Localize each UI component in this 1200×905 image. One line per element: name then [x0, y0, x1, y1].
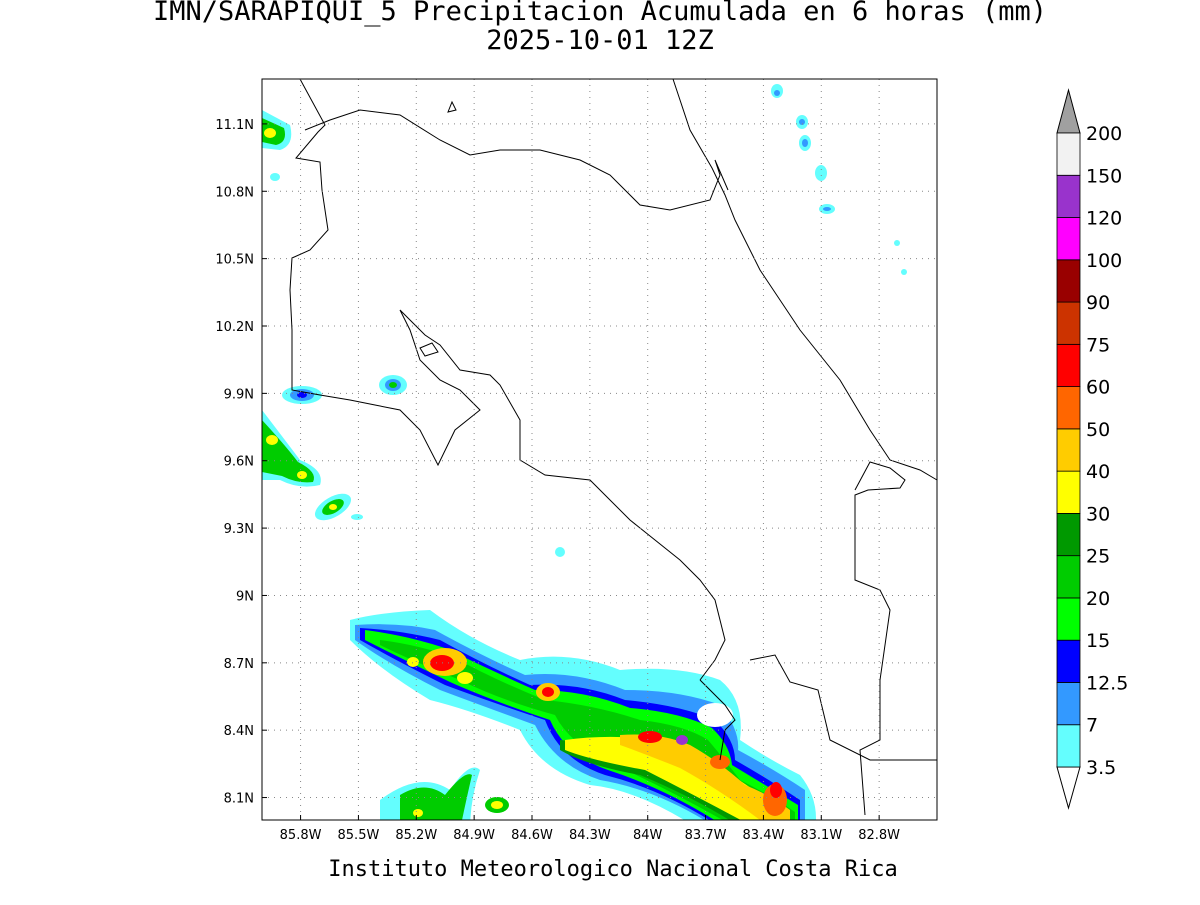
colorbar-segment	[1056, 301, 1081, 345]
colorbar-segment	[1056, 555, 1081, 599]
colorbar-over	[1056, 88, 1081, 134]
lon-tick-label: 83.1W	[800, 828, 842, 843]
colorbar-label: 75	[1086, 334, 1110, 356]
lat-tick-label: 9.6N	[224, 455, 254, 470]
lon-tick-label: 84W	[633, 828, 663, 843]
colorbar-label: 60	[1086, 377, 1110, 399]
colorbar-segment	[1056, 470, 1081, 514]
precip-area	[380, 767, 509, 820]
colorbar-under	[1056, 766, 1081, 810]
colorbar-segment	[1056, 386, 1081, 430]
coastlines	[289, 78, 938, 816]
colorbar-label: 100	[1086, 250, 1122, 272]
lon-tick-label: 85.5W	[338, 828, 380, 843]
colorbar-segment	[1056, 217, 1081, 261]
lat-tick-label: 8.4N	[224, 724, 254, 739]
lat-tick-label: 10.8N	[215, 185, 254, 200]
colorbar-segment	[1056, 639, 1081, 683]
colorbar-segment	[1056, 259, 1081, 303]
colorbar-label: 40	[1086, 461, 1110, 483]
precip-area	[350, 610, 816, 820]
lon-tick-label: 83.7W	[685, 828, 727, 843]
lon-tick-label: 85.8W	[280, 828, 322, 843]
lat-tick-label: 9.3N	[224, 522, 254, 537]
precip-field	[262, 84, 907, 820]
colorbar-segment	[1056, 513, 1081, 557]
lon-tick-label: 82.8W	[858, 828, 900, 843]
lat-tick-label: 9.9N	[224, 387, 254, 402]
precip-area	[771, 84, 907, 275]
colorbar-label: 150	[1086, 165, 1122, 187]
colorbar-label: 30	[1086, 503, 1110, 525]
lat-tick-label: 10.5N	[215, 253, 254, 268]
lat-tick-label: 9N	[236, 589, 254, 604]
colorbar-label: 25	[1086, 546, 1110, 568]
colorbar-segment	[1056, 682, 1081, 726]
colorbar-segment	[1056, 132, 1081, 176]
map-frame	[261, 78, 938, 821]
colorbar-label: 50	[1086, 419, 1110, 441]
colorbar-segment	[1056, 597, 1081, 641]
colorbar-segment	[1056, 343, 1081, 388]
colorbar-label: 7	[1086, 715, 1098, 737]
lat-tick-label: 8.1N	[224, 792, 254, 807]
colorbar-segment	[1056, 174, 1081, 218]
subtitle: 2025-10-01 12Z	[486, 25, 714, 56]
colorbar-label: 200	[1086, 123, 1122, 145]
colorbar-label: 15	[1086, 630, 1110, 652]
colorbar-label: 20	[1086, 588, 1110, 610]
colorbar-label: 3.5	[1086, 757, 1116, 779]
lat-tick-label: 11.1N	[215, 118, 254, 133]
lon-tick-label: 84.3W	[569, 828, 611, 843]
precip-area	[262, 110, 565, 557]
colorbar-segment	[1056, 724, 1081, 768]
lat-tick-label: 8.7N	[224, 657, 254, 672]
lat-tick-label: 10.2N	[215, 320, 254, 335]
footer: Instituto Meteorologico Nacional Costa R…	[328, 857, 898, 882]
lon-tick-label: 84.6W	[511, 828, 553, 843]
colorbar-label: 12.5	[1086, 672, 1128, 694]
lon-tick-label: 84.9W	[453, 828, 495, 843]
colorbar-label: 120	[1086, 208, 1122, 230]
lon-tick-label: 85.2W	[395, 828, 437, 843]
title: IMN/SARAPIQUI_5 Precipitacion Acumulada …	[153, 0, 1047, 27]
lon-tick-label: 83.4W	[743, 828, 785, 843]
colorbar-label: 90	[1086, 292, 1110, 314]
colorbar-segment	[1056, 428, 1081, 472]
